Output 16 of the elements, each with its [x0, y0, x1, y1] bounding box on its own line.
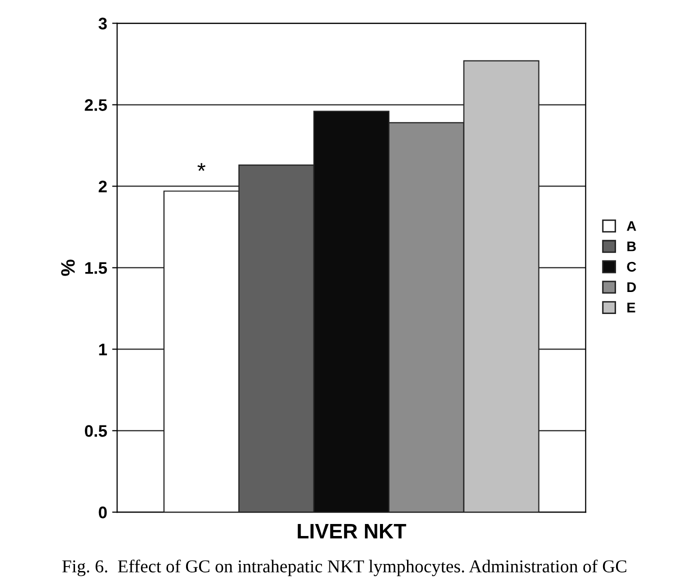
y-tick-label: 2.5 — [84, 99, 107, 111]
legend-label: B — [627, 242, 636, 252]
annotation: * — [197, 163, 206, 171]
caption: Fig. 6. Effect of GC on intrahepatic NKT lymphocytes. Administration of GC — [62, 560, 626, 576]
y-tick-label: 1.5 — [85, 262, 107, 274]
legend-label: E — [627, 302, 636, 312]
y-tick-label: 1 — [99, 344, 107, 356]
y-tick-label: 2 — [98, 180, 107, 192]
y-tick-label: 3 — [98, 18, 107, 30]
legend-label: A — [626, 221, 636, 231]
legend-label: D — [627, 282, 636, 292]
y-axis-title: % — [61, 260, 75, 276]
x-tick-label: LIVER NKT — [298, 524, 406, 538]
y-tick-label: 0 — [98, 506, 107, 518]
legend-label: C — [627, 262, 636, 272]
y-tick-label: 0.5 — [84, 425, 107, 437]
